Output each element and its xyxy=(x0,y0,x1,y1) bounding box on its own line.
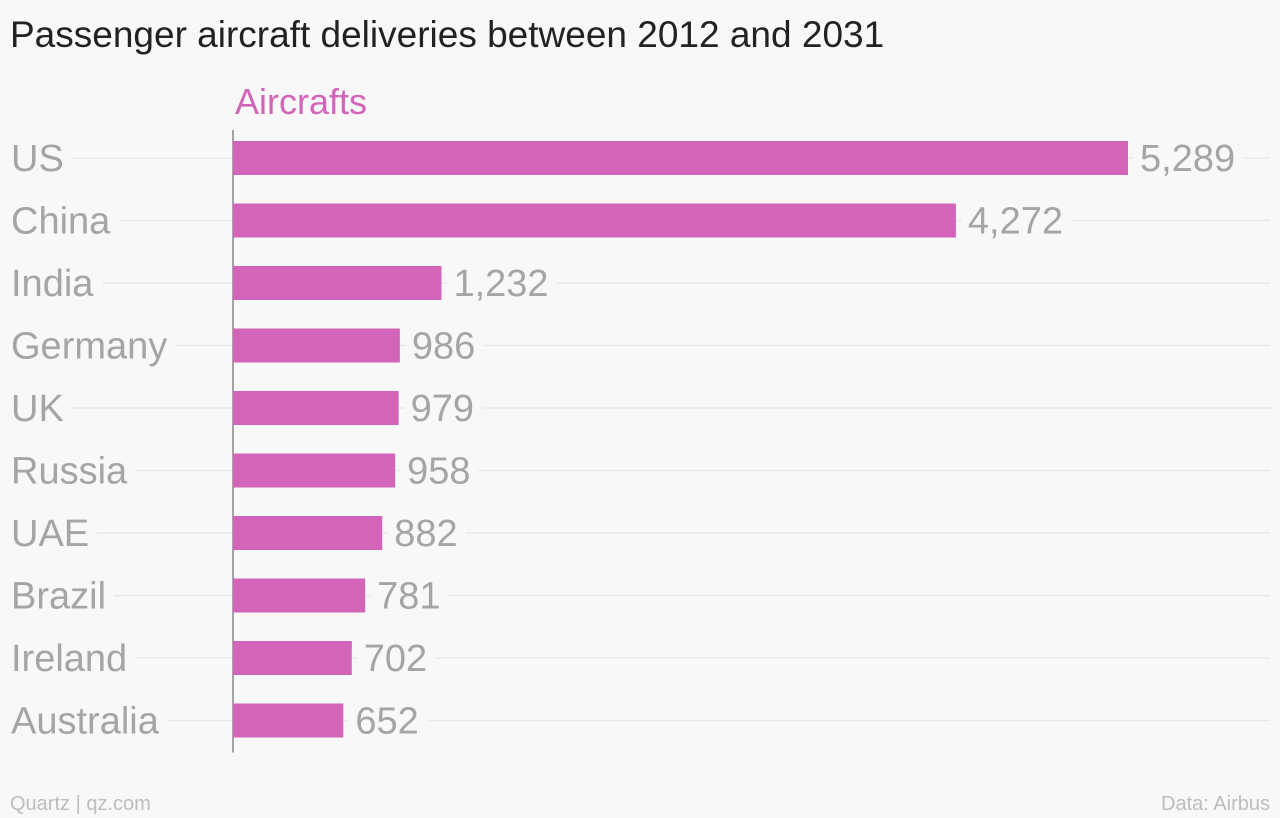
category-label: India xyxy=(11,263,94,305)
bar xyxy=(233,266,442,300)
label-background xyxy=(961,200,1071,243)
label-background xyxy=(5,513,98,555)
value-label: 979 xyxy=(411,388,474,430)
label-background xyxy=(349,700,427,743)
category-label: US xyxy=(11,138,64,180)
bar xyxy=(233,578,366,613)
category-label: UAE xyxy=(11,513,89,555)
label-background xyxy=(447,263,557,305)
value-label: 882 xyxy=(394,513,457,555)
footer-credit: Quartz | qz.com xyxy=(10,793,151,815)
category-label: Germany xyxy=(11,326,167,368)
bars: US 5,289 China 4,272 India 1,232 Germany 986 UK 9… xyxy=(5,138,1244,743)
category-label: Australia xyxy=(11,701,160,743)
label-background xyxy=(1134,138,1244,180)
label-background xyxy=(5,575,115,618)
label-background xyxy=(404,388,483,430)
label-background xyxy=(5,638,136,680)
label-background xyxy=(5,388,72,430)
bar xyxy=(233,453,396,488)
label-background xyxy=(405,325,484,368)
value-label: 986 xyxy=(412,326,475,368)
category-label: Brazil xyxy=(11,576,106,618)
chart-title: Passenger aircraft deliveries between 20… xyxy=(10,14,885,55)
value-label: 652 xyxy=(355,701,418,743)
gridlines xyxy=(10,157,1270,722)
footer-source: Data: Airbus xyxy=(1161,793,1270,815)
value-label: 4,272 xyxy=(968,201,1063,243)
label-background xyxy=(371,575,449,618)
value-label: 781 xyxy=(377,576,440,618)
bar xyxy=(233,703,344,738)
bar xyxy=(233,516,383,550)
category-label: Russia xyxy=(11,451,128,493)
label-background xyxy=(5,138,72,180)
label-background xyxy=(357,638,436,680)
bar xyxy=(233,391,399,425)
label-background xyxy=(5,700,168,743)
label-background xyxy=(388,513,466,555)
value-label: 1,232 xyxy=(453,263,548,305)
label-background xyxy=(5,200,120,243)
label-background xyxy=(401,450,479,493)
series-title: Aircrafts xyxy=(235,81,367,122)
bar xyxy=(233,141,1128,175)
value-label: 5,289 xyxy=(1140,138,1235,180)
bar xyxy=(233,203,956,238)
category-label: UK xyxy=(11,388,64,430)
bar xyxy=(233,641,352,675)
label-background xyxy=(5,325,176,368)
bar xyxy=(233,328,400,363)
label-background xyxy=(5,450,137,493)
value-label: 958 xyxy=(407,451,470,493)
category-label: Ireland xyxy=(11,638,127,680)
category-label: China xyxy=(11,201,111,243)
value-label: 702 xyxy=(364,638,427,680)
label-background xyxy=(5,263,103,305)
